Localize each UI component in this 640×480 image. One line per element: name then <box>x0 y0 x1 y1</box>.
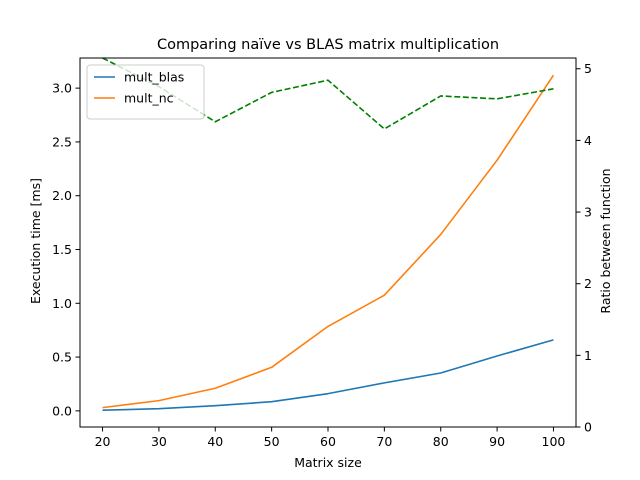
series-layer <box>102 57 555 412</box>
y2-tick-label: 1 <box>584 348 592 363</box>
legend-label-mult-nc: mult_nc <box>124 91 174 106</box>
y-tick-label: 1.0 <box>52 296 72 311</box>
y-axis-label: Execution time [ms] <box>28 178 43 304</box>
x-tick-label: 70 <box>376 434 392 449</box>
x-tick-label: 20 <box>95 434 111 449</box>
legend-box <box>86 64 205 120</box>
x-axis-label: Matrix size <box>294 455 362 470</box>
axes-layer: 20 30 40 50 60 70 80 90 1000.00.51.01.52.02.53.0… <box>52 57 592 449</box>
y-tick-label: 2.5 <box>52 134 72 149</box>
y-tick-label: 1.5 <box>52 242 72 257</box>
y2-tick-label: 4 <box>584 133 592 148</box>
y-tick-label: 0.0 <box>52 403 72 418</box>
series-line-ratio <box>102 57 554 130</box>
y2-tick-label: 3 <box>584 205 592 220</box>
x-tick-label: 30 <box>151 434 167 449</box>
y-tick-label: 2.0 <box>52 188 72 203</box>
y2-tick-label: 0 <box>584 420 592 435</box>
y2-axis-label: Ratio between function <box>598 168 613 313</box>
y2-tick-label: 5 <box>584 61 592 76</box>
x-tick-label: 100 <box>542 434 566 449</box>
x-tick-label: 50 <box>264 434 280 449</box>
y-tick-label: 0.5 <box>52 350 72 365</box>
x-tick-label: 90 <box>489 434 505 449</box>
x-tick-label: 80 <box>433 434 449 449</box>
chart-title: Comparing naïve vs BLAS matrix multiplic… <box>157 37 499 53</box>
series-line-mult-nc <box>102 74 555 409</box>
series-line-mult-blas <box>102 339 554 412</box>
x-tick-label: 40 <box>207 434 223 449</box>
x-tick-label: 60 <box>320 434 336 449</box>
y2-tick-label: 2 <box>584 276 592 291</box>
legend-label-mult-blas: mult_blas <box>124 70 184 85</box>
y-tick-label: 3.0 <box>52 81 72 96</box>
legend: mult_blas mult_nc <box>86 64 205 120</box>
